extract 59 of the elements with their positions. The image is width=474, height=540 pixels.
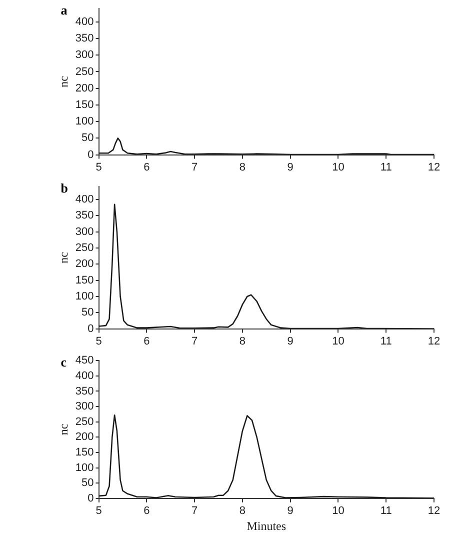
y-tick-label: 250 <box>75 242 94 254</box>
x-tick-label: 7 <box>191 335 198 348</box>
x-tick-label: 12 <box>428 335 440 348</box>
y-tick-label: 100 <box>75 462 94 474</box>
x-tick-label: 6 <box>144 335 150 348</box>
y-tick-label: 400 <box>75 16 94 28</box>
x-tick-label: 11 <box>380 505 392 518</box>
x-tick-label: 6 <box>144 505 150 518</box>
x-tick-label: 8 <box>239 335 246 348</box>
y-tick-label: 150 <box>75 446 94 458</box>
y-tick-label: 0 <box>88 322 94 335</box>
x-tick-label: 10 <box>332 161 344 174</box>
x-tick-label: 11 <box>380 161 392 174</box>
y-tick-label: 200 <box>75 258 94 270</box>
chart-title: b <box>60 180 68 196</box>
y-tick-label: 100 <box>75 290 94 303</box>
y-tick-label: 200 <box>75 431 94 444</box>
x-tick-label: 8 <box>239 161 246 174</box>
x-tick-label: 6 <box>144 161 150 174</box>
y-tick-label: 400 <box>75 194 94 206</box>
y-tick-label: 350 <box>75 385 94 398</box>
x-tick-label: 10 <box>332 335 344 348</box>
y-tick-label: 150 <box>75 98 94 111</box>
x-tick-label: 9 <box>287 505 294 518</box>
x-tick-label: 9 <box>287 161 294 174</box>
x-tick-label: 7 <box>191 161 198 174</box>
x-tick-label: 11 <box>380 335 392 348</box>
y-tick-label: 150 <box>75 274 94 286</box>
x-tick-label: 5 <box>96 505 102 518</box>
y-axis-title: nc <box>56 252 70 264</box>
x-tick-label: 5 <box>96 335 102 348</box>
y-tick-label: 350 <box>75 32 94 45</box>
y-tick-label: 50 <box>82 306 94 319</box>
x-tick-label: 8 <box>239 505 246 518</box>
y-tick-label: 300 <box>75 49 94 62</box>
x-axis-title: Minutes <box>246 518 286 533</box>
y-axis-title: nc <box>56 76 70 88</box>
y-tick-label: 0 <box>88 148 94 161</box>
y-tick-label: 300 <box>75 226 94 238</box>
chart-title: a <box>60 2 68 18</box>
x-tick-label: 9 <box>287 335 294 348</box>
x-tick-label: 12 <box>428 161 440 174</box>
y-tick-label: 450 <box>75 354 94 367</box>
y-tick-label: 250 <box>75 416 94 428</box>
x-tick-label: 5 <box>96 161 102 174</box>
y-axis-title: nc <box>56 424 70 436</box>
x-tick-label: 10 <box>332 505 344 518</box>
chart-title: c <box>60 354 67 370</box>
y-tick-label: 0 <box>88 492 94 504</box>
y-tick-label: 300 <box>75 400 94 413</box>
y-tick-label: 50 <box>82 132 94 144</box>
y-tick-label: 350 <box>75 210 94 222</box>
x-tick-label: 12 <box>428 505 440 518</box>
y-tick-label: 100 <box>75 116 94 128</box>
x-tick-label: 7 <box>191 505 198 518</box>
y-tick-label: 400 <box>75 370 94 382</box>
y-tick-label: 200 <box>75 82 94 94</box>
y-tick-label: 250 <box>75 66 94 78</box>
y-tick-label: 50 <box>82 477 94 490</box>
